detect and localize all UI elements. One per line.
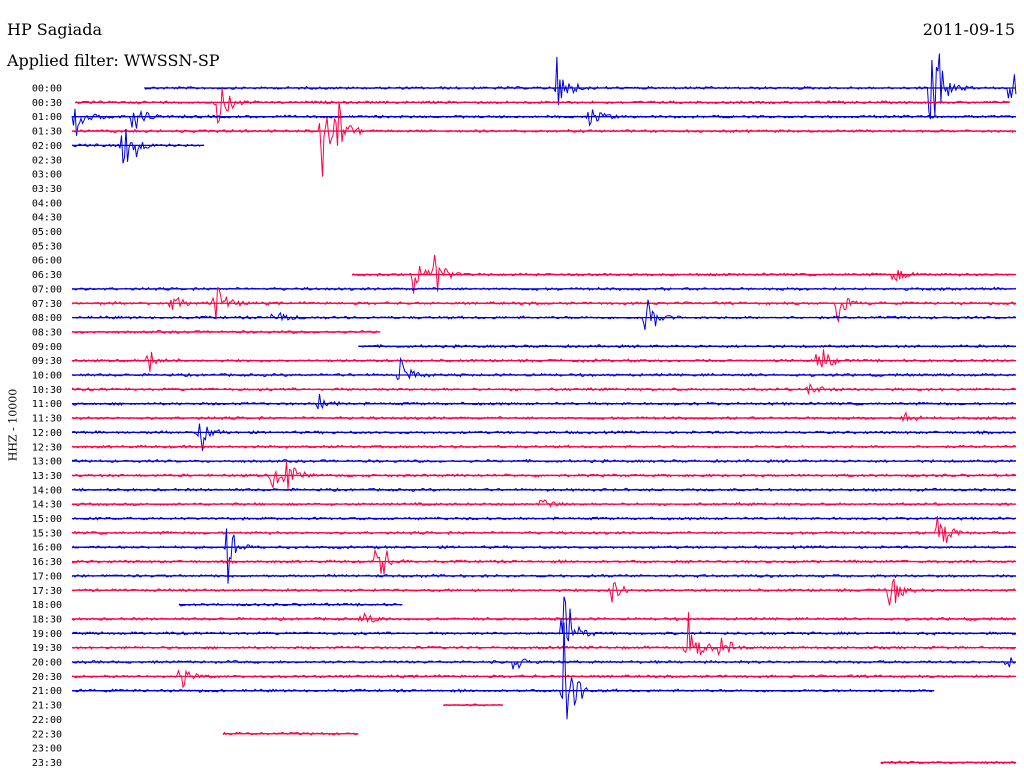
- seismic-trace: [71, 612, 1016, 624]
- seismic-trace: [71, 657, 1016, 670]
- hour-tick-label: 12:30: [32, 442, 62, 453]
- hour-tick-label: 06:00: [32, 256, 62, 267]
- hour-tick-label: 17:30: [32, 586, 62, 597]
- seismic-trace: [71, 357, 1016, 381]
- hour-tick-label: 05:00: [32, 227, 62, 238]
- hour-tick-label: 03:30: [32, 184, 62, 195]
- seismic-trace: [71, 128, 205, 164]
- hour-tick-label: 14:30: [32, 500, 62, 511]
- hour-tick-label: 18:30: [32, 614, 62, 625]
- date-label: 2011-09-15: [922, 20, 1015, 39]
- seismic-trace: [71, 102, 1016, 177]
- hour-tick-label: 23:30: [32, 758, 62, 769]
- hour-tick-label: 00:00: [32, 84, 62, 95]
- hour-tick-label: 09:30: [32, 356, 62, 367]
- hour-tick-label: 02:00: [32, 141, 62, 152]
- hour-tick-label: 01:00: [32, 112, 62, 123]
- hour-tick-label: 00:30: [32, 98, 62, 109]
- hour-tick-label: 02:30: [32, 155, 62, 166]
- hour-tick-label: 04:30: [32, 213, 62, 224]
- seismic-trace: [71, 578, 1016, 606]
- hour-tick-label: 20:00: [32, 658, 62, 669]
- seismic-trace: [74, 88, 1010, 125]
- hour-tick-label: 04:00: [32, 198, 62, 209]
- hour-tick-label: 15:00: [32, 514, 62, 525]
- seismic-trace: [144, 53, 1017, 120]
- hour-tick-label: 22:00: [32, 715, 62, 726]
- seismic-trace: [71, 669, 1016, 689]
- hour-tick-label: 21:30: [32, 701, 62, 712]
- hour-tick-label: 08:30: [32, 327, 62, 338]
- hour-tick-label: 07:30: [32, 299, 62, 310]
- hour-tick-label: 22:30: [32, 729, 62, 740]
- filter-label: Applied filter: WWSSN-SP: [7, 51, 220, 70]
- hour-tick-label: 21:00: [32, 686, 62, 697]
- hour-tick-label: 05:30: [32, 241, 62, 252]
- hour-tick-label: 11:00: [32, 399, 62, 410]
- station-title: HP Sagiada: [7, 20, 102, 39]
- seismic-trace: [71, 499, 1016, 508]
- hour-tick-label: 01:30: [32, 127, 62, 138]
- hour-tick-label: 13:30: [32, 471, 62, 482]
- hour-tick-label: 20:30: [32, 672, 62, 683]
- hour-tick-label: 18:00: [32, 600, 62, 611]
- hour-tick-label: 13:00: [32, 457, 62, 468]
- hour-tick-label: 06:30: [32, 270, 62, 281]
- hour-tick-label: 10:30: [32, 385, 62, 396]
- seismic-trace: [71, 286, 1016, 324]
- hour-tick-label: 16:00: [32, 543, 62, 554]
- hour-tick-label: 10:00: [32, 371, 62, 382]
- seismic-trace: [71, 515, 1016, 543]
- seismic-trace: [71, 548, 1016, 575]
- hour-tick-label: 16:30: [32, 557, 62, 568]
- hour-tick-label: 03:00: [32, 170, 62, 181]
- hour-tick-label: 12:00: [32, 428, 62, 439]
- hour-tick-label: 23:00: [32, 744, 62, 755]
- hour-tick-label: 07:00: [32, 284, 62, 295]
- hour-tick-label: 17:00: [32, 571, 62, 582]
- seismic-trace: [71, 394, 1016, 410]
- hour-tick-label: 19:30: [32, 643, 62, 654]
- hour-tick-label: 19:00: [32, 629, 62, 640]
- hour-tick-label: 14:00: [32, 485, 62, 496]
- hour-tick-label: 08:00: [32, 313, 62, 324]
- hour-tick-label: 09:00: [32, 342, 62, 353]
- hour-tick-label: 15:30: [32, 528, 62, 539]
- hour-tick-label: 11:30: [32, 414, 62, 425]
- seismic-trace: [71, 411, 1016, 423]
